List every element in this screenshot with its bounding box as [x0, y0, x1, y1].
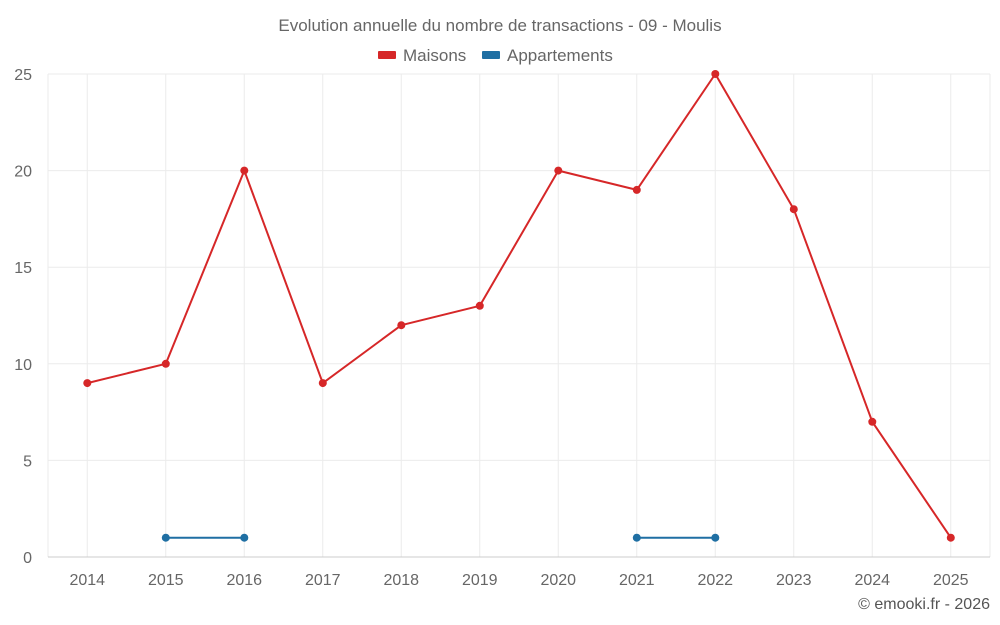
point-maisons-2022[interactable]: [711, 70, 720, 78]
x-tick-label: 2020: [540, 572, 576, 589]
y-tick-label: 20: [14, 164, 32, 181]
point-appartements-2015[interactable]: [161, 533, 170, 542]
point-maisons-2019[interactable]: [475, 301, 484, 310]
grid: [47, 73, 991, 557]
legend-label-maisons: Maisons: [403, 46, 466, 65]
x-tick-label: 2023: [776, 572, 812, 589]
legend-item-maisons[interactable]: Maisons: [378, 46, 466, 65]
series: [83, 70, 955, 542]
credit-text: © emooki.fr - 2026: [858, 596, 990, 613]
point-maisons-2014[interactable]: [83, 379, 92, 388]
x-tick-label: 2022: [697, 572, 733, 589]
y-tick-label: 10: [14, 357, 32, 374]
series-maisons: [83, 70, 955, 542]
x-tick-label: 2019: [462, 572, 498, 589]
x-tick-label: 2017: [305, 572, 341, 589]
point-appartements-2022[interactable]: [711, 533, 720, 542]
x-tick-label: 2024: [854, 572, 890, 589]
y-tick-label: 25: [14, 67, 32, 84]
point-maisons-2020[interactable]: [554, 166, 563, 175]
legend-label-appartements: Appartements: [507, 46, 613, 65]
point-maisons-2018[interactable]: [397, 321, 406, 330]
point-appartements-2016[interactable]: [240, 533, 249, 542]
legend-swatch-appartements: [482, 51, 500, 59]
y-tick-label: 15: [14, 260, 32, 277]
series-line-maisons: [87, 73, 952, 539]
legend-item-appartements[interactable]: Appartements: [482, 46, 613, 65]
x-tick-label: 2025: [933, 572, 969, 589]
point-maisons-2016[interactable]: [240, 166, 249, 175]
y-tick-label: 5: [23, 453, 32, 470]
point-maisons-2021[interactable]: [632, 185, 641, 194]
x-tick-label: 2015: [148, 572, 184, 589]
point-maisons-2017[interactable]: [318, 379, 327, 388]
point-appartements-2021[interactable]: [632, 533, 641, 542]
series-appartements: [161, 533, 720, 542]
point-maisons-2023[interactable]: [789, 205, 798, 214]
x-tick-label: 2021: [619, 572, 655, 589]
legend: Maisons Appartements: [378, 46, 613, 65]
chart-title: Evolution annuelle du nombre de transact…: [278, 16, 721, 35]
point-maisons-2025[interactable]: [946, 533, 955, 542]
legend-swatch-maisons: [378, 51, 396, 59]
x-tick-label: 2018: [383, 572, 419, 589]
x-tick-label: 2014: [69, 572, 105, 589]
y-tick-label: 0: [23, 550, 32, 567]
x-tick-label: 2016: [226, 572, 262, 589]
point-maisons-2015[interactable]: [161, 359, 170, 368]
point-maisons-2024[interactable]: [868, 417, 877, 426]
